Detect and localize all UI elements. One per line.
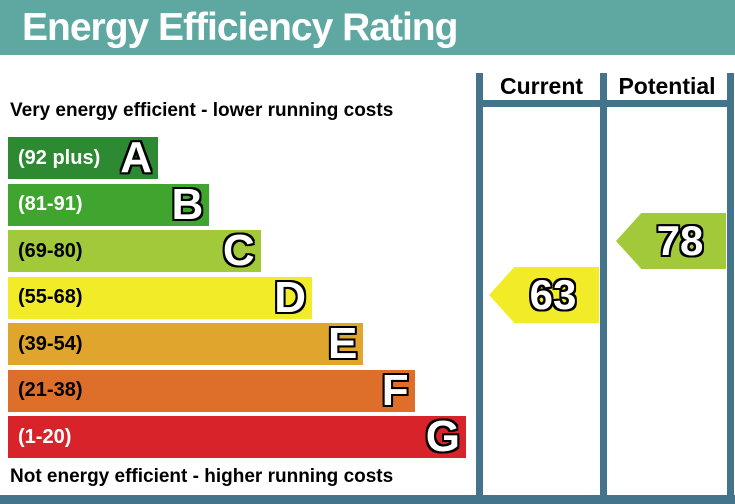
band-row-g: (1-20) G (8, 412, 466, 461)
current-rating-arrow: 63 (489, 267, 599, 323)
page-title: Energy Efficiency Rating (22, 5, 458, 49)
potential-rating-value: 78 (656, 217, 704, 264)
band-letter: D (274, 272, 306, 322)
band-letter: F (381, 365, 409, 415)
band-range-label: (81-91) (18, 193, 83, 215)
potential-arrow-shape (616, 213, 726, 269)
band-row-a: (92 plus) A (8, 133, 158, 182)
potential-rating-arrow: 78 (616, 213, 726, 269)
column-divider-right (727, 73, 734, 495)
band-range-label: (55-68) (18, 286, 83, 308)
bottom-note: Not energy efficient - higher running co… (10, 466, 394, 487)
band-letter: G (425, 412, 460, 461)
band-range-label: (39-54) (18, 332, 83, 355)
column-divider-left (476, 73, 483, 495)
band-letter: A (120, 133, 152, 182)
band-row-f: (21-38) F (8, 365, 415, 415)
band-letter: C (222, 226, 255, 275)
current-rating-value: 63 (529, 271, 577, 318)
band-letter: E (327, 319, 358, 368)
band-row-c: (69-80) C (8, 226, 261, 275)
current-arrow-shape (489, 267, 599, 323)
header-underline (476, 100, 734, 107)
potential-column-header: Potential (618, 73, 716, 99)
bottom-border-bar (0, 495, 735, 504)
band-row-d: (55-68) D (8, 272, 312, 322)
top-note: Very energy efficient - lower running co… (10, 100, 394, 121)
band-range-label: (1-20) (18, 425, 72, 448)
band-range-label: (69-80) (18, 239, 83, 262)
column-divider-middle (600, 73, 607, 495)
title-bar: Energy Efficiency Rating (0, 0, 735, 55)
band-letter: B (171, 179, 204, 229)
band-row-e: (39-54) E (8, 319, 364, 368)
band-range-label: (21-38) (18, 379, 83, 401)
band-range-label: (92 plus) (18, 146, 101, 169)
current-column-header: Current (499, 73, 584, 99)
band-row-b: (81-91) B (8, 179, 210, 229)
